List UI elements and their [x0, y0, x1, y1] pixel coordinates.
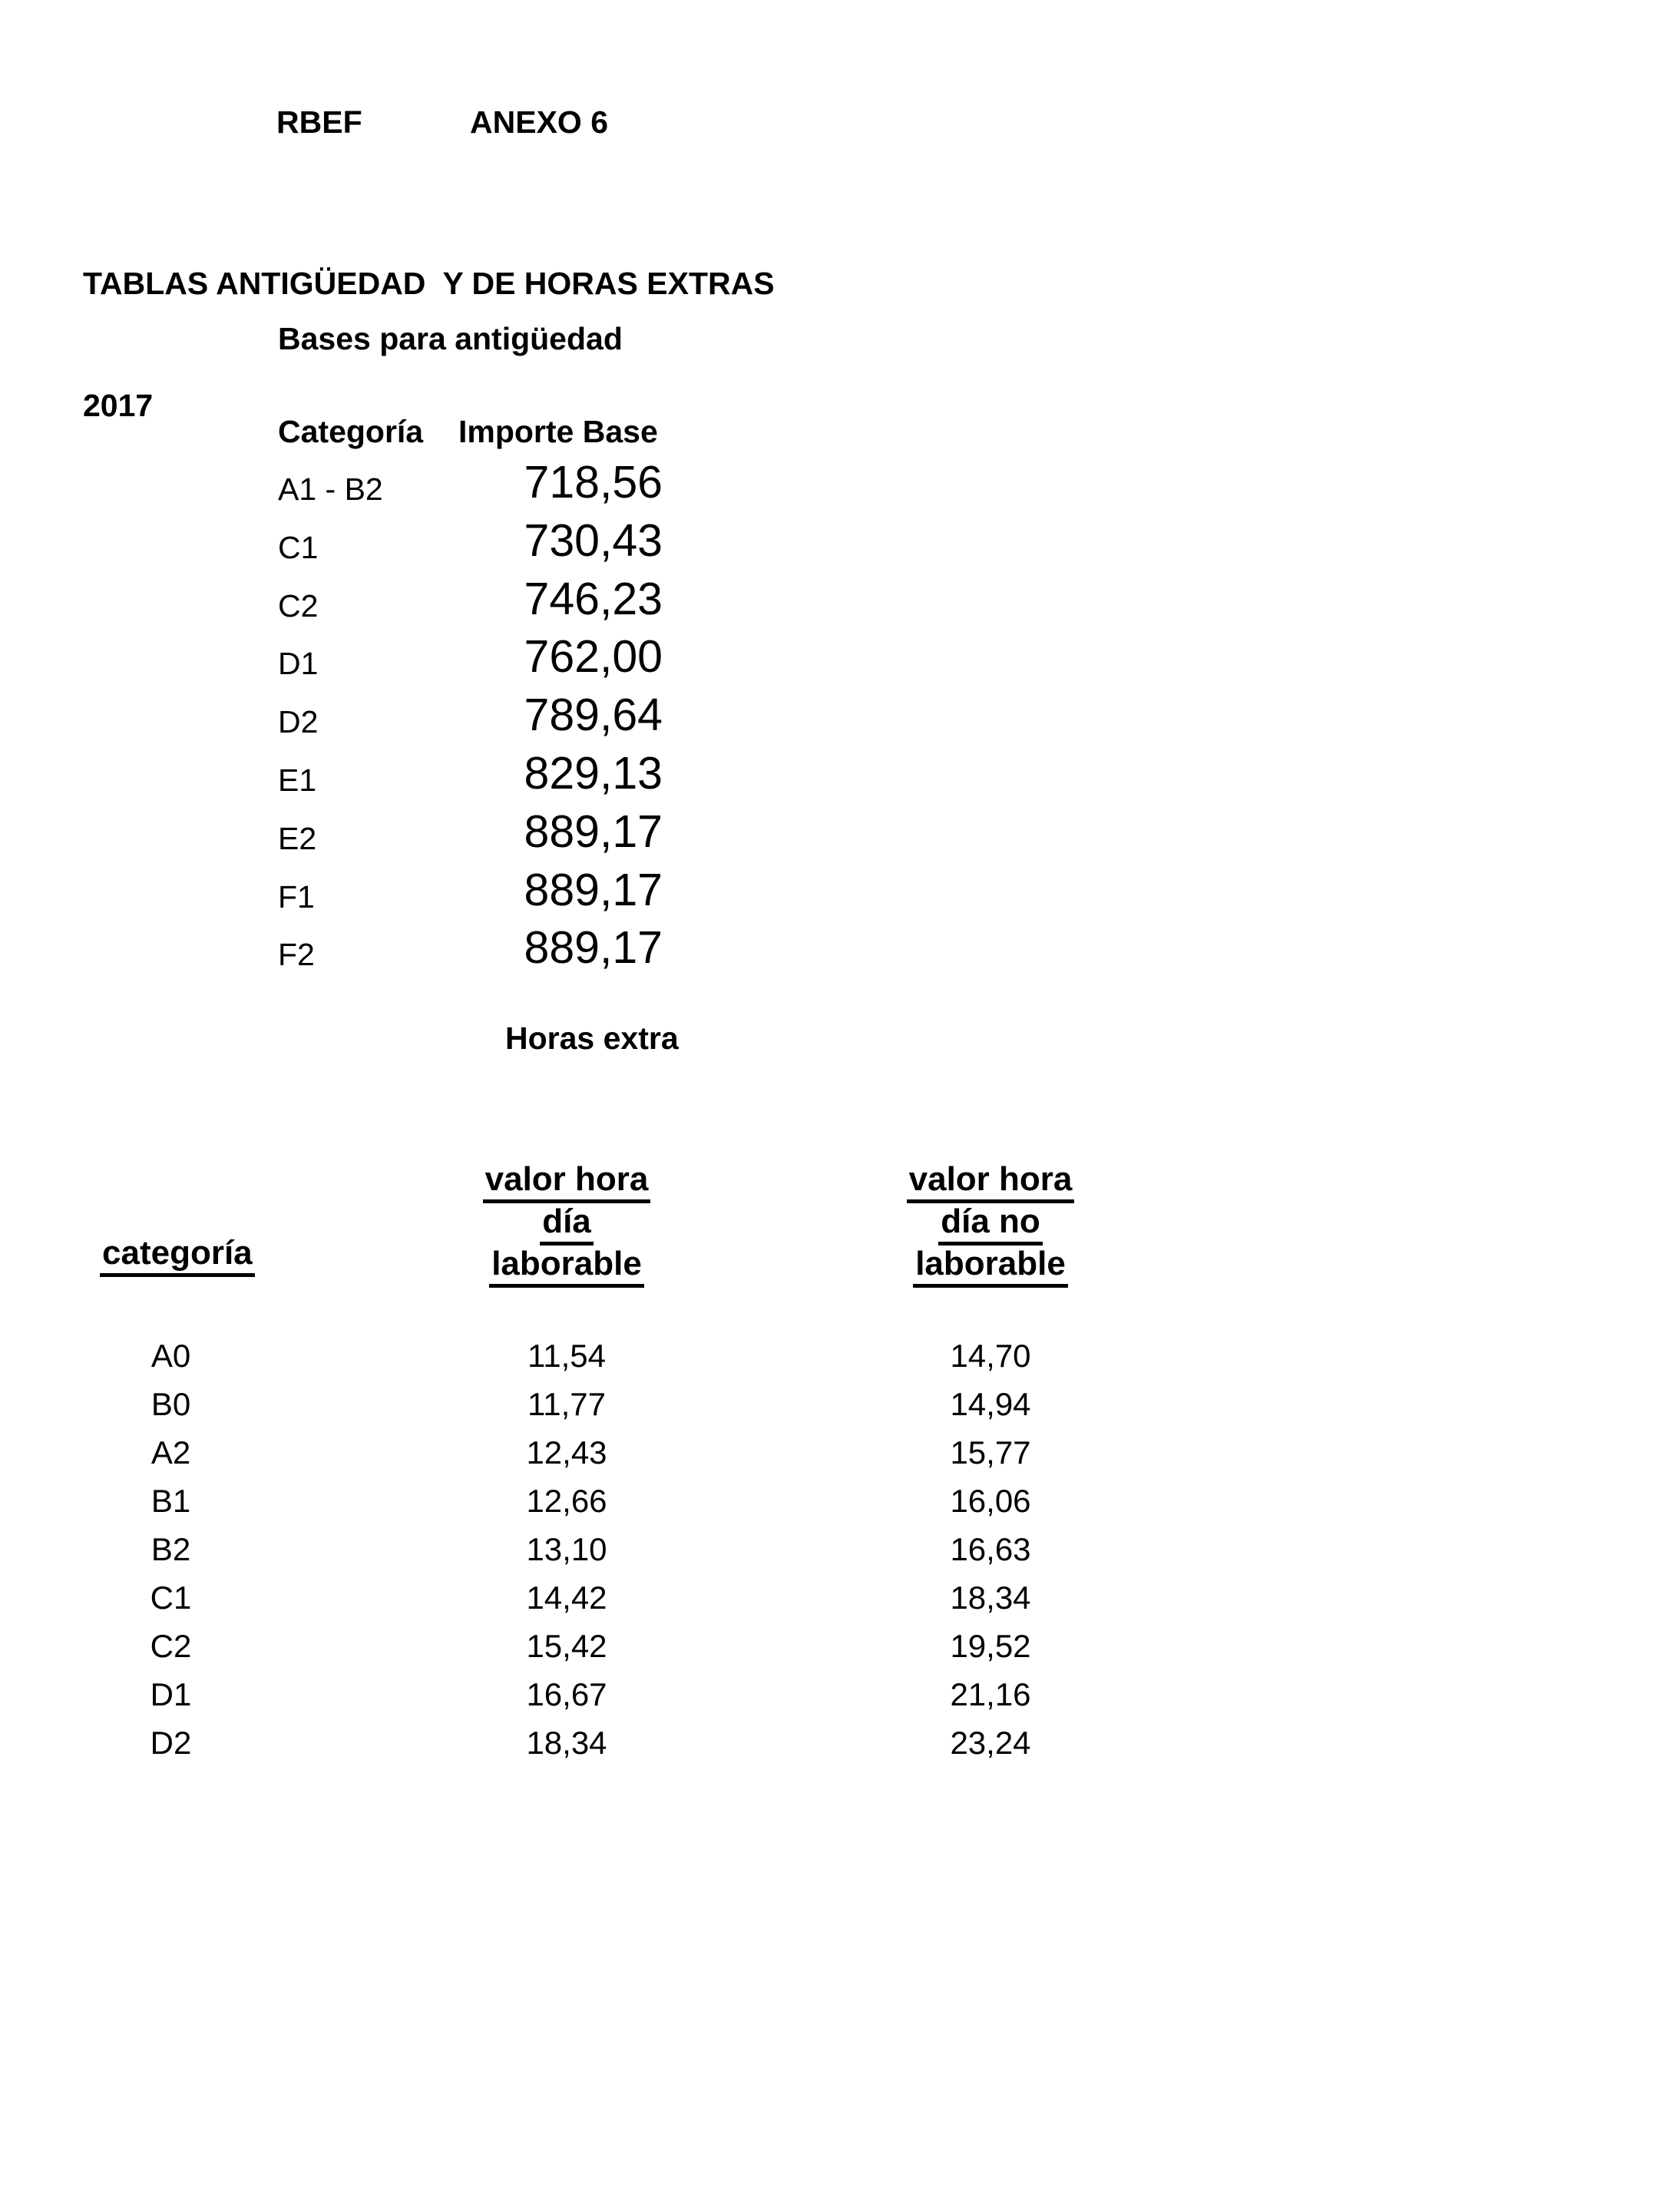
table-row: A1 - B2 718,56 [278, 454, 663, 512]
categoria-cell: D1 [278, 646, 319, 682]
valor-laborable-cell: 11,77 [527, 1386, 606, 1422]
importe-cell: 730,43 [524, 514, 663, 566]
categoria-cell: F2 [278, 937, 315, 973]
annex-label: ANEXO 6 [470, 104, 608, 140]
valor-laborable-cell: 12,43 [526, 1434, 607, 1470]
categoria-cell: D2 [150, 1725, 192, 1761]
table-row: A2 12,43 15,77 [100, 1428, 1163, 1477]
valor-no-laborable-cell: 18,34 [950, 1580, 1031, 1616]
valor-no-laborable-cell: 16,06 [950, 1483, 1031, 1519]
categoria-cell: B1 [150, 1483, 191, 1519]
importe-cell: 789,64 [524, 690, 663, 741]
importe-cell: 718,56 [524, 457, 663, 508]
table-row: C1 14,42 18,34 [100, 1573, 1163, 1622]
table-row: A0 11,54 14,70 [100, 1332, 1163, 1380]
valor-laborable-cell: 14,42 [526, 1580, 607, 1616]
table-row: D2 18,34 23,24 [100, 1719, 1163, 1767]
valor-no-laborable-cell: 23,24 [950, 1725, 1031, 1761]
table-row: D1 16,67 21,16 [100, 1670, 1163, 1719]
section-title-antiguedad: Bases para antigüedad [278, 321, 623, 356]
doc-code: RBEF [276, 104, 362, 140]
table-row: B2 13,10 16,63 [100, 1525, 1163, 1573]
importe-cell: 889,17 [524, 922, 663, 974]
table-row: B0 11,77 14,94 [100, 1380, 1163, 1428]
categoria-cell: D1 [150, 1676, 192, 1712]
t2-header-valor-no-laborable: valor hora día no laborable [818, 1161, 1163, 1288]
valor-no-laborable-cell: 21,16 [950, 1676, 1031, 1712]
importe-cell: 762,00 [524, 631, 663, 683]
table-row: C1 730,43 [278, 512, 663, 571]
categoria-cell: D2 [278, 704, 319, 740]
categoria-cell: F1 [278, 878, 315, 915]
importe-cell: 746,23 [524, 573, 663, 624]
importe-cell: 889,17 [524, 864, 663, 915]
section-title-horas-extra: Horas extra [505, 1021, 679, 1056]
categoria-cell: C1 [278, 529, 319, 565]
table-row: F1 889,17 [278, 862, 663, 920]
horas-extra-table-header: categoría valor hora día laborable valor… [100, 1161, 1163, 1288]
valor-laborable-cell: 15,42 [526, 1628, 607, 1664]
categoria-cell: A1 - B2 [278, 471, 383, 507]
valor-no-laborable-cell: 14,70 [950, 1338, 1031, 1374]
table-row: E2 889,17 [278, 803, 663, 862]
importe-cell: 829,13 [524, 747, 663, 799]
valor-no-laborable-cell: 15,77 [950, 1434, 1031, 1470]
t1-header-categoria: Categoría [278, 414, 424, 449]
valor-laborable-cell: 13,10 [526, 1531, 607, 1567]
categoria-cell: A0 [150, 1338, 191, 1374]
antiguedad-table: A1 - B2 718,56 C1 730,43 C2 746,23 D1 76… [278, 454, 663, 978]
table-row: D2 789,64 [278, 686, 663, 745]
categoria-cell: B2 [150, 1531, 191, 1567]
doc-title-line1: TABLAS ANTIGÜEDAD Y DE HORAS EXTRAS [83, 266, 775, 301]
table-row: E1 829,13 [278, 745, 663, 803]
categoria-cell: E1 [278, 762, 317, 798]
valor-laborable-cell: 18,34 [526, 1725, 607, 1761]
valor-laborable-cell: 12,66 [526, 1483, 607, 1519]
valor-no-laborable-cell: 14,94 [950, 1386, 1031, 1422]
categoria-cell: B0 [150, 1386, 191, 1422]
valor-laborable-cell: 16,67 [526, 1676, 607, 1712]
valor-no-laborable-cell: 19,52 [950, 1628, 1031, 1664]
valor-laborable-cell: 11,54 [527, 1338, 606, 1374]
table-row: D1 762,00 [278, 628, 663, 686]
doc-title-line2: 2017 [83, 388, 154, 423]
t2-header-categoria: categoría [100, 1235, 255, 1277]
categoria-cell: E2 [278, 820, 317, 856]
t2-header-valor-laborable: valor hora día laborable [394, 1161, 739, 1288]
table-row: F2 889,17 [278, 919, 663, 978]
doc-title: TABLAS ANTIGÜEDAD Y DE HORAS EXTRAS 2017 [83, 182, 775, 508]
categoria-cell: C1 [150, 1580, 192, 1616]
importe-cell: 889,17 [524, 806, 663, 857]
categoria-cell: C2 [150, 1628, 192, 1664]
categoria-cell: A2 [150, 1434, 191, 1470]
table-row: C2 15,42 19,52 [100, 1622, 1163, 1670]
valor-no-laborable-cell: 16,63 [950, 1531, 1031, 1567]
categoria-cell: C2 [278, 587, 319, 624]
t1-header-importe: Importe Base [458, 414, 658, 449]
table-row: C2 746,23 [278, 571, 663, 629]
horas-extra-table: A0 11,54 14,70 B0 11,77 14,94 A2 12,43 1… [100, 1332, 1163, 1767]
table-row: B1 12,66 16,06 [100, 1477, 1163, 1525]
